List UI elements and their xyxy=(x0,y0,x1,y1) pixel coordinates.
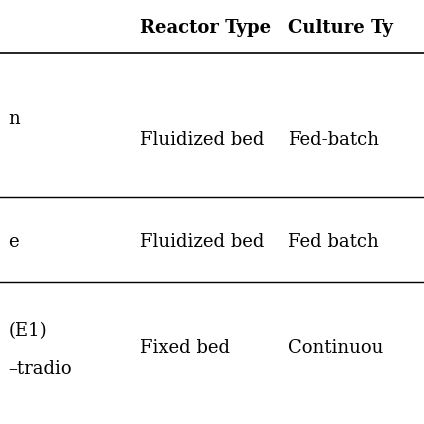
Text: Fluidized bed: Fluidized bed xyxy=(140,233,264,251)
Text: (E1): (E1) xyxy=(8,322,47,340)
Text: Continuou: Continuou xyxy=(288,339,384,357)
Text: –tradio: –tradio xyxy=(8,360,72,378)
Text: Reactor Type: Reactor Type xyxy=(140,19,271,36)
Text: Fluidized bed: Fluidized bed xyxy=(140,131,264,149)
Text: Fed-batch: Fed-batch xyxy=(288,131,379,149)
Text: Fixed bed: Fixed bed xyxy=(140,339,230,357)
Text: e: e xyxy=(8,233,19,251)
Text: Culture Ty: Culture Ty xyxy=(288,19,393,36)
Text: n: n xyxy=(8,110,20,128)
Text: Fed batch: Fed batch xyxy=(288,233,379,251)
